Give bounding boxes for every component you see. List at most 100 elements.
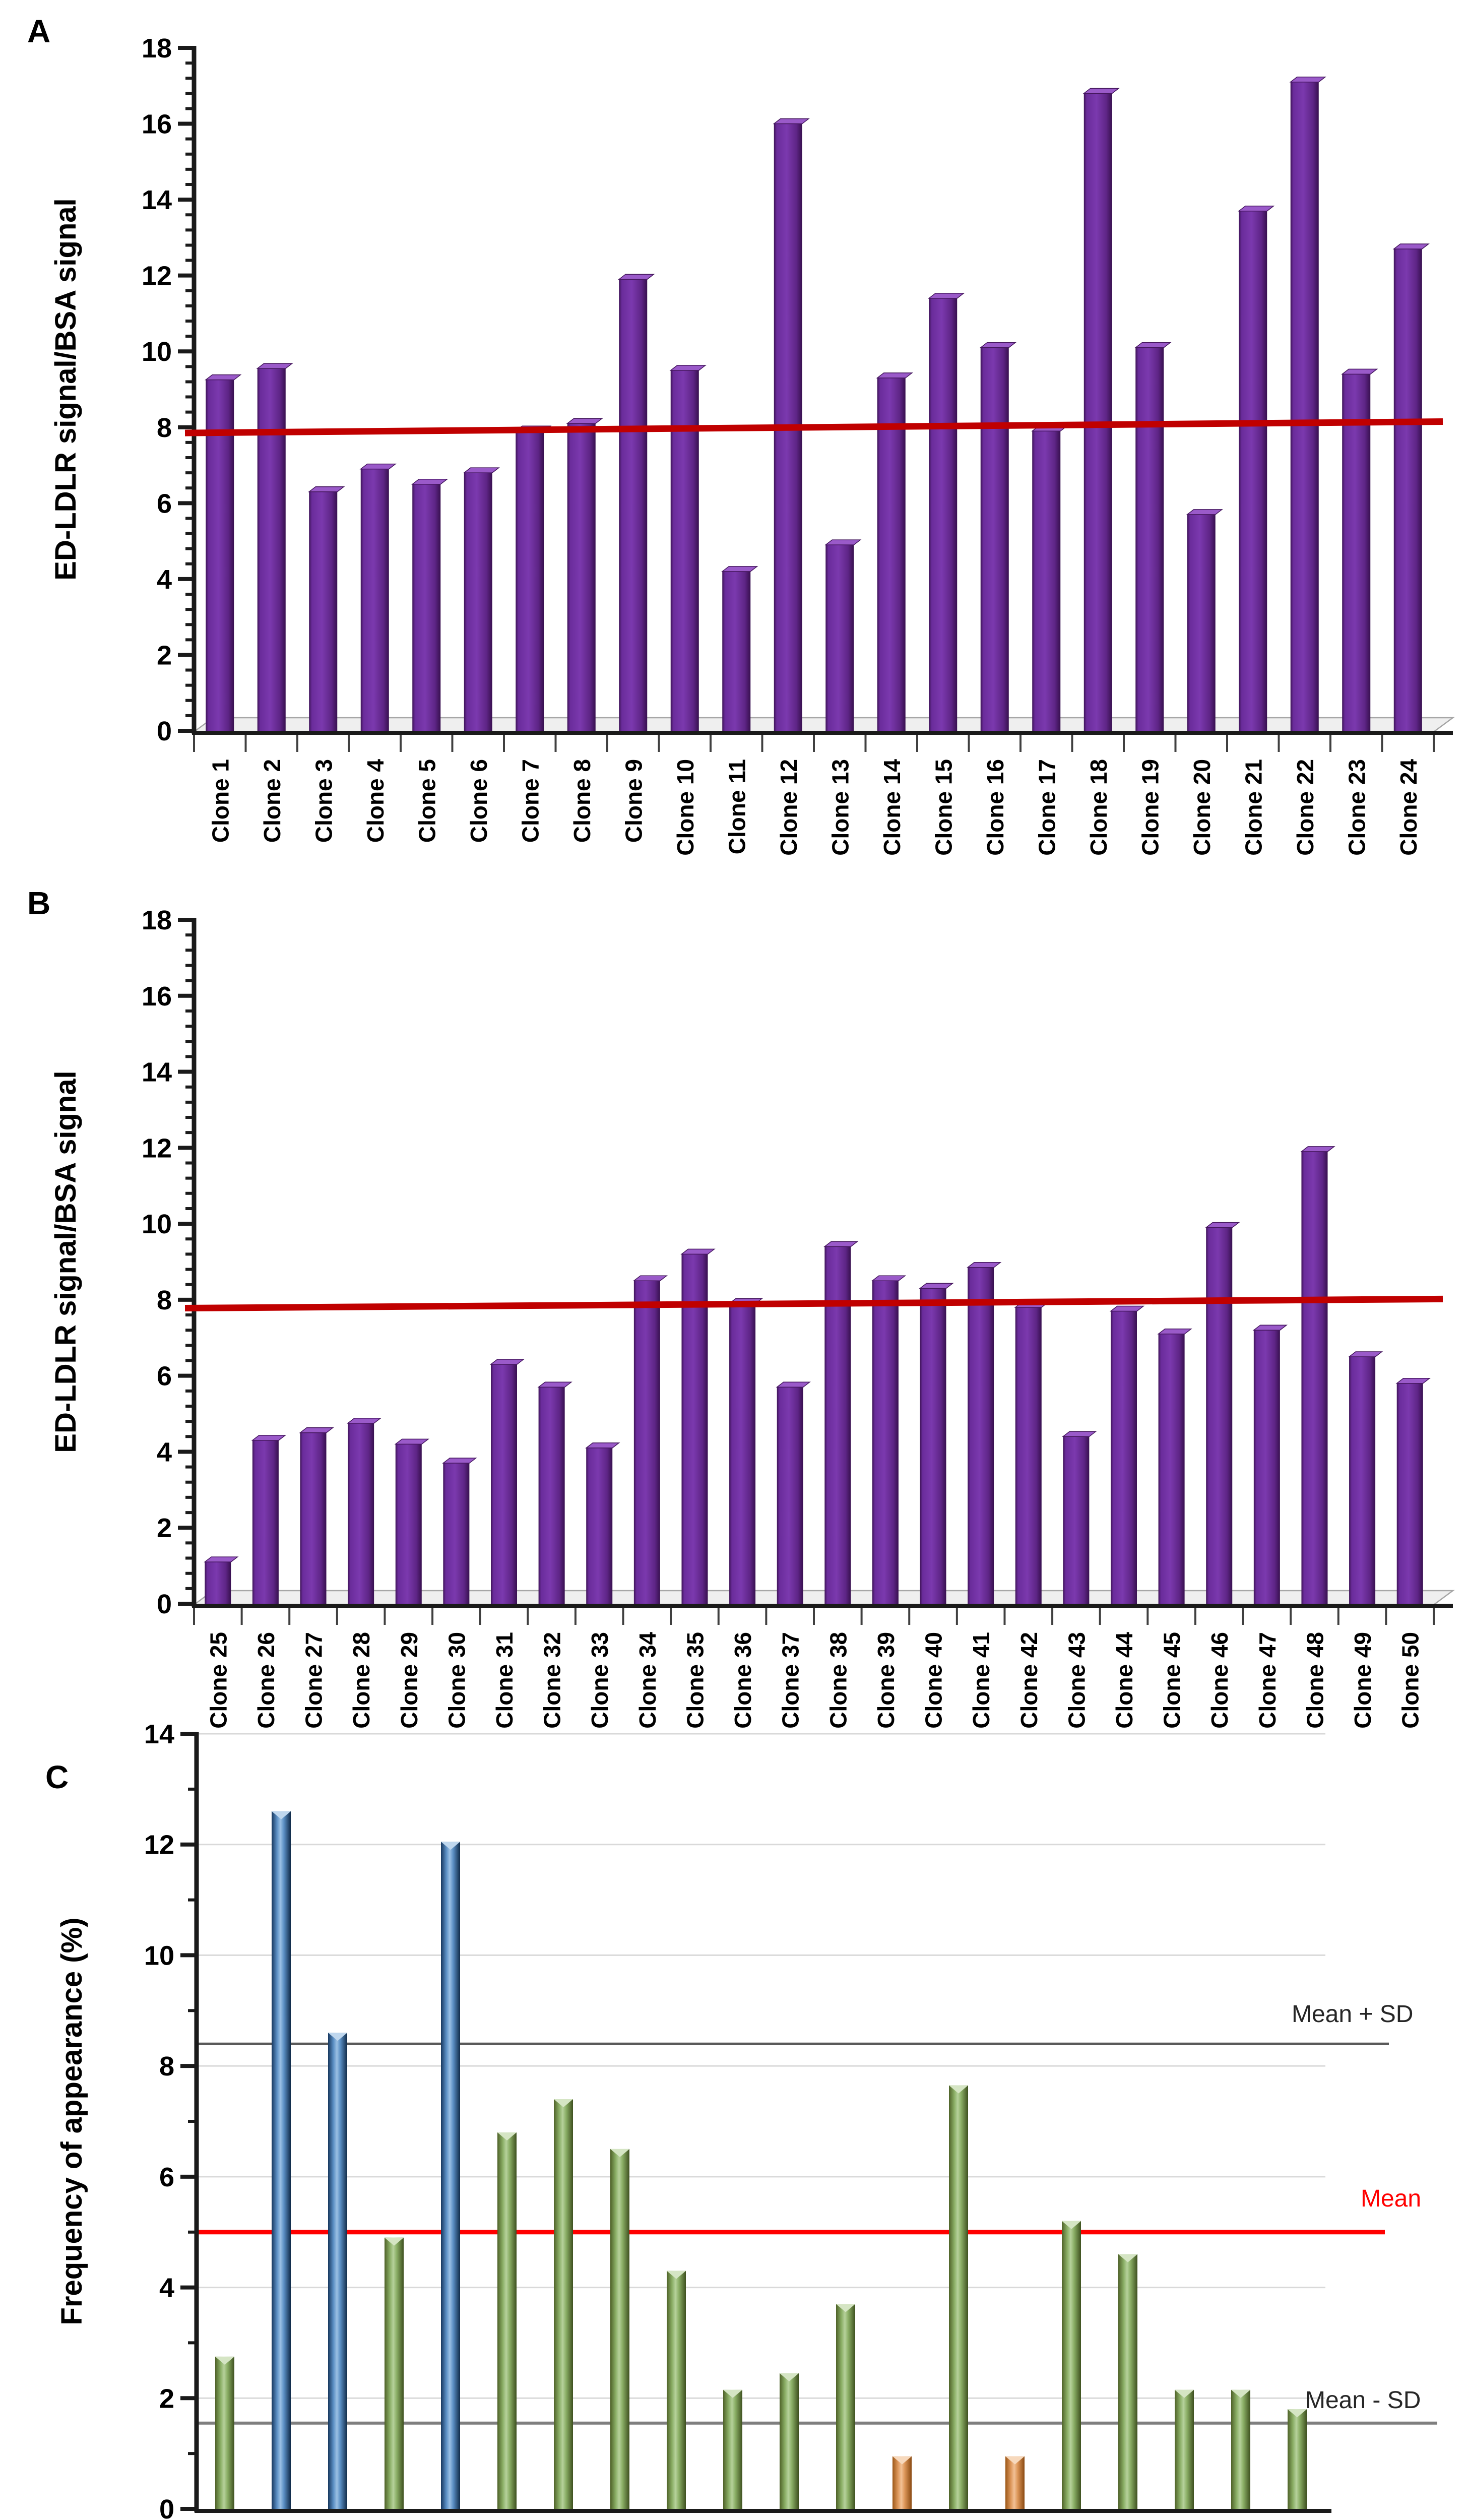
- x-category-label: Clone 8: [569, 759, 595, 843]
- y-tick-label: 4: [157, 564, 172, 595]
- bar-thr: [554, 2099, 573, 2510]
- bar-clone-7: [516, 431, 544, 732]
- bar-top-face: [871, 1275, 907, 1281]
- bar-clone-29: [395, 1444, 422, 1605]
- panel-b-chart: 0 2 4 6 8 10 12 14 16 18 Clone 25 Clone 26 Clone 27 C…: [49, 905, 1455, 1729]
- bar-top-notch: [667, 2271, 686, 2279]
- bar-ser: [328, 2033, 347, 2510]
- y-tick-label: 2: [157, 640, 172, 670]
- x-category-label: Clone 29: [396, 1632, 422, 1729]
- bar-top-face: [346, 1418, 382, 1424]
- y-tick-label: 0: [159, 2494, 174, 2520]
- bar-clone-26: [252, 1440, 279, 1605]
- x-category-label: Clone 17: [1034, 759, 1060, 856]
- bar-clone-20: [1187, 514, 1216, 732]
- y-tick-label: 0: [157, 1589, 172, 1619]
- panel-b-label: B: [27, 885, 51, 921]
- bar-top-face: [1082, 88, 1120, 94]
- bar-cys: [836, 2304, 855, 2510]
- bar-top-notch: [723, 2389, 742, 2398]
- bar-trp: [1231, 2389, 1250, 2510]
- bar-top-notch: [1005, 2456, 1025, 2465]
- bar-val: [667, 2271, 686, 2510]
- bar-top-face: [632, 1275, 668, 1281]
- bar-clone-17: [1032, 431, 1061, 732]
- bar-top-face: [411, 478, 449, 485]
- bar-clone-34: [633, 1281, 660, 1605]
- y-tick-label: 12: [142, 261, 172, 291]
- y-tick-label: 2: [157, 1513, 172, 1543]
- bar-top-notch: [780, 2373, 799, 2381]
- bar-top-notch: [1175, 2389, 1194, 2398]
- bar-top-face: [721, 566, 758, 572]
- bar-clone-21: [1239, 211, 1267, 732]
- bar-clone-47: [1253, 1330, 1280, 1605]
- bar-top-face: [256, 363, 293, 369]
- x-category-label: Clone 48: [1302, 1632, 1328, 1729]
- reference-line: [184, 1295, 1443, 1311]
- bar-leu: [272, 1811, 291, 2510]
- x-category-label: Clone 14: [879, 759, 905, 856]
- bar-top-face: [1238, 205, 1275, 212]
- y-tick-label: 8: [157, 413, 172, 443]
- bar-top-face: [669, 365, 707, 371]
- bar-top-face: [489, 1359, 525, 1365]
- x-category-label: Clone 33: [587, 1632, 613, 1729]
- bar-arg: [215, 2356, 234, 2510]
- bar-top-face: [773, 118, 810, 124]
- bar-tyr: [1288, 2409, 1307, 2510]
- x-category-label: Clone 23: [1344, 759, 1370, 856]
- bar-clone-23: [1342, 374, 1371, 732]
- y-tick-label: 10: [142, 337, 172, 367]
- bar-top-face: [359, 463, 397, 470]
- x-category-label: Clone 26: [253, 1632, 279, 1729]
- bar-top-face: [824, 539, 862, 545]
- bar-clone-28: [348, 1423, 374, 1605]
- bar-clone-16: [980, 347, 1009, 732]
- bar-top-face: [394, 1438, 429, 1445]
- x-category-label: Clone 50: [1397, 1632, 1424, 1729]
- x-category-label: Clone 6: [466, 759, 492, 843]
- x-category-label: Clone 30: [443, 1632, 470, 1729]
- reference-line-label: Mean + SD: [1292, 2001, 1413, 2028]
- bar-top-face: [566, 418, 603, 424]
- bar-top-face: [585, 1442, 620, 1448]
- reference-line-label: Mean: [1361, 2185, 1421, 2212]
- x-category-label: Clone 31: [491, 1632, 518, 1729]
- bar-top-notch: [1231, 2389, 1250, 2398]
- bar-clone-35: [681, 1254, 708, 1605]
- x-category-label: Clone 44: [1111, 1632, 1137, 1729]
- x-category-label: Clone 10: [672, 759, 698, 856]
- y-tick-label: 8: [157, 1285, 172, 1315]
- x-category-label: Clone 42: [1016, 1632, 1042, 1729]
- bar-ala: [385, 2237, 404, 2510]
- x-category-label: Clone 36: [730, 1632, 756, 1729]
- bar-top-notch: [610, 2149, 629, 2157]
- x-category-label: Clone 18: [1086, 759, 1112, 856]
- bar-top-face: [1348, 1351, 1383, 1357]
- panel-a-chart: 0 2 4 6 8 10 12 14 16 18 Clone 1 Clone 2 Clone 3 Clon…: [49, 33, 1455, 856]
- x-category-label: Clone 16: [982, 759, 1008, 856]
- bar-clone-25: [205, 1562, 231, 1605]
- bar-top-face: [204, 1556, 239, 1562]
- bar-top-face: [537, 1381, 572, 1388]
- bar-clone-19: [1135, 347, 1164, 732]
- x-category-label: Clone 46: [1206, 1632, 1233, 1729]
- bar-top-face: [1392, 243, 1430, 249]
- bar-top-face: [979, 342, 1016, 348]
- bar-top-face: [1289, 77, 1326, 83]
- x-category-label: Clone 28: [348, 1632, 374, 1729]
- y-tick-label: 4: [159, 2273, 174, 2303]
- x-category-label: Clone 15: [930, 759, 956, 856]
- x-category-label: Clone 13: [827, 759, 853, 856]
- bar-ile: [1005, 2456, 1025, 2510]
- bar-clone-10: [670, 370, 699, 732]
- bar-top-face: [776, 1381, 811, 1388]
- bar-asp: [780, 2373, 799, 2510]
- reference-line-label: Mean - SD: [1305, 2387, 1421, 2414]
- bar-clone-39: [872, 1281, 899, 1605]
- x-category-label: Clone 5: [414, 759, 440, 843]
- bar-top-notch: [949, 2085, 968, 2094]
- bar-his: [949, 2085, 968, 2510]
